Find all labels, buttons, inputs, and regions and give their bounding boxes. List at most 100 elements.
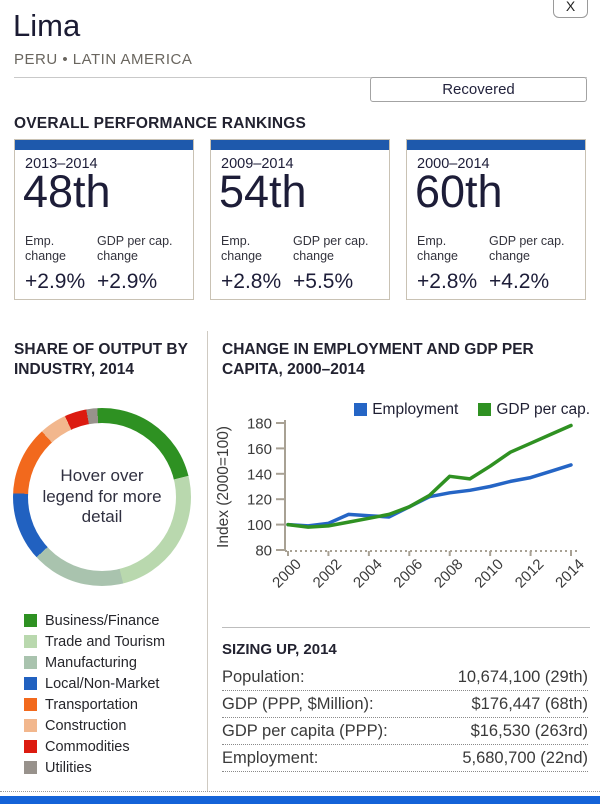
emp-change-label: Emp. change — [417, 234, 459, 263]
card-period: 2009–2014 — [221, 156, 294, 172]
legend-swatch-icon — [24, 698, 37, 711]
employment-chart-title: CHANGE IN EMPLOYMENT AND GDP PER CAPITA,… — [222, 341, 534, 379]
y-tick-label: 160 — [247, 441, 272, 458]
recovered-toggle[interactable]: Recovered — [370, 77, 587, 102]
legend-item-label: Construction — [45, 717, 127, 734]
industry-legend-item[interactable]: Commodities — [24, 736, 165, 757]
ranking-card-2013-2014: 2013–2014 48th Emp. change GDP per cap. … — [14, 139, 194, 300]
industry-section-title: SHARE OF OUTPUT BY INDUSTRY, 2014 — [14, 341, 188, 379]
rankings-section-title: OVERALL PERFORMANCE RANKINGS — [14, 115, 307, 132]
x-tick-label: 2008 — [431, 556, 467, 592]
panel-divider — [207, 331, 208, 791]
sizing-row-label: Population: — [222, 668, 305, 686]
x-tick-label: 2012 — [512, 556, 548, 592]
legend-item-label: Commodities — [45, 738, 130, 755]
x-tick-label: 2006 — [390, 556, 426, 592]
legend-item-label: Business/Finance — [45, 612, 160, 629]
emp-change-value: +2.8% — [221, 270, 282, 293]
industry-legend-item[interactable]: Construction — [24, 715, 165, 736]
donut-center-text: Hover over legend for more detail — [42, 466, 162, 527]
series-line-gdp-per-cap- — [286, 423, 573, 529]
card-rank: 54th — [219, 166, 307, 217]
legend-item-label: Employment — [372, 400, 459, 418]
header-divider — [14, 77, 587, 78]
sizing-row: GDP (PPP, $Million): $176,447 (68th) — [222, 691, 588, 718]
emp-change-label: Emp. change — [221, 234, 263, 263]
sizing-row-value: 10,674,100 (29th) — [457, 668, 588, 686]
gdp-change-label: GDP per cap. change — [97, 234, 173, 263]
gdp-change-label: GDP per cap. change — [489, 234, 565, 263]
line-chart-legend: Employment GDP per cap. — [222, 401, 590, 418]
card-accent-bar — [15, 140, 193, 150]
y-axis-label: Index (2000=100) — [215, 426, 232, 548]
legend-swatch-icon — [478, 403, 492, 416]
emp-change-value: +2.8% — [417, 270, 478, 293]
x-tick-label: 2000 — [269, 556, 305, 592]
sizing-row-value: $16,530 (263rd) — [470, 722, 588, 740]
gdp-change-value: +4.2% — [489, 270, 550, 293]
card-period: 2000–2014 — [417, 156, 490, 172]
industry-donut-chart: Hover over legend for more detail — [13, 408, 191, 586]
sizing-table: Population: 10,674,100 (29th) GDP (PPP, $M… — [222, 664, 588, 772]
sizing-row: Employment: 5,680,700 (22nd) — [222, 745, 588, 772]
legend-item-label: GDP per cap. — [496, 400, 590, 418]
bottom-accent-bar — [0, 796, 600, 804]
footer-dotted-divider — [0, 791, 600, 792]
gdp-change-label: GDP per cap. change — [293, 234, 369, 263]
gdp-change-value: +5.5% — [293, 270, 354, 293]
sizing-row-label: GDP per capita (PPP): — [222, 722, 388, 740]
gdp-change-value: +2.9% — [97, 270, 158, 293]
x-tick-label: 2010 — [471, 556, 507, 592]
legend-swatch-icon — [24, 677, 37, 690]
ranking-card-2009-2014: 2009–2014 54th Emp. change GDP per cap. … — [210, 139, 390, 300]
legend-item-label: Manufacturing — [45, 654, 137, 671]
card-period: 2013–2014 — [25, 156, 98, 172]
card-rank: 60th — [415, 166, 503, 217]
industry-legend-item[interactable]: Trade and Tourism — [24, 631, 165, 652]
chart-legend-item[interactable]: GDP per cap. — [478, 401, 590, 418]
legend-item-label: Local/Non-Market — [45, 675, 160, 692]
industry-legend: Business/Finance Trade and Tourism Manufac… — [24, 610, 165, 778]
page-title: Lima — [13, 8, 81, 43]
chart-legend-item[interactable]: Employment — [354, 401, 458, 418]
donut-hole — [28, 423, 176, 571]
ranking-card-2000-2014: 2000–2014 60th Emp. change GDP per cap. … — [406, 139, 586, 300]
sizing-row-value: 5,680,700 (22nd) — [462, 749, 588, 767]
y-tick-label: 120 — [247, 492, 272, 509]
recovered-toggle-label: Recovered — [442, 81, 515, 98]
sizing-row: Population: 10,674,100 (29th) — [222, 664, 588, 691]
sizing-row-label: Employment: — [222, 749, 319, 767]
page-subtitle: PERU • LATIN AMERICA — [14, 51, 193, 68]
y-tick-label: 80 — [255, 543, 272, 560]
legend-item-label: Transportation — [45, 696, 138, 713]
legend-swatch-icon — [24, 635, 37, 648]
legend-swatch-icon — [24, 656, 37, 669]
close-button[interactable]: X — [553, 0, 588, 18]
card-accent-bar — [211, 140, 389, 150]
emp-change-label: Emp. change — [25, 234, 67, 263]
legend-swatch-icon — [354, 403, 368, 416]
industry-legend-item[interactable]: Transportation — [24, 694, 165, 715]
legend-swatch-icon — [24, 740, 37, 753]
industry-legend-item[interactable]: Manufacturing — [24, 652, 165, 673]
legend-item-label: Utilities — [45, 759, 92, 776]
industry-legend-item[interactable]: Utilities — [24, 757, 165, 778]
sizing-row: GDP per capita (PPP): $16,530 (263rd) — [222, 718, 588, 745]
y-tick-label: 180 — [247, 416, 272, 433]
sizing-row-value: $176,447 (68th) — [471, 695, 588, 713]
card-rank: 48th — [23, 166, 111, 217]
emp-change-value: +2.9% — [25, 270, 86, 293]
card-accent-bar — [407, 140, 585, 150]
x-tick-label: 2014 — [552, 556, 588, 592]
legend-item-label: Trade and Tourism — [45, 633, 166, 650]
y-tick-label: 100 — [247, 517, 272, 534]
sizing-section-title: SIZING UP, 2014 — [222, 641, 337, 658]
legend-swatch-icon — [24, 719, 37, 732]
close-icon: X — [565, 0, 576, 14]
industry-legend-item[interactable]: Local/Non-Market — [24, 673, 165, 694]
x-tick-label: 2002 — [310, 556, 346, 592]
legend-swatch-icon — [24, 761, 37, 774]
industry-legend-item[interactable]: Business/Finance — [24, 610, 165, 631]
